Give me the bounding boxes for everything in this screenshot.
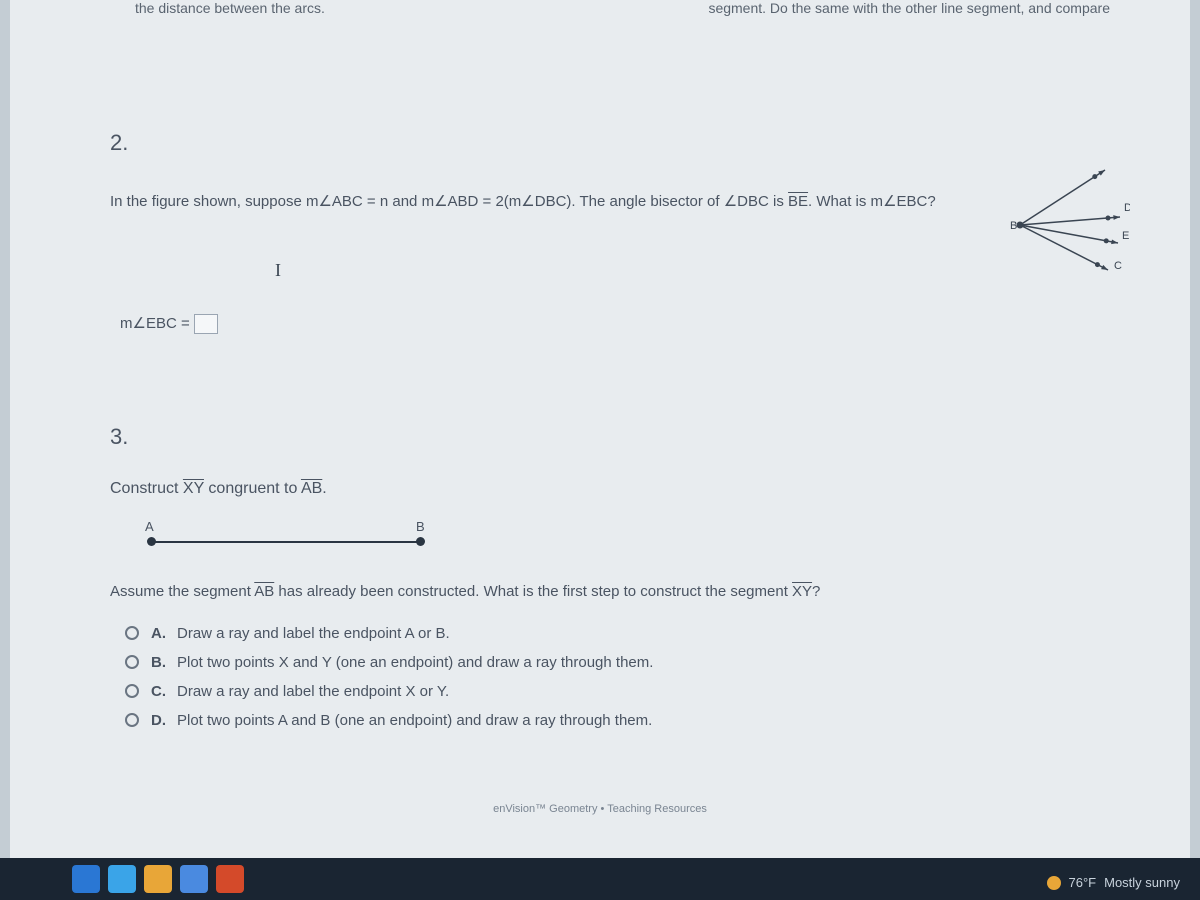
- question-2-prompt: In the figure shown, suppose m∠ABC = n a…: [110, 191, 970, 214]
- answer-angle: ∠EBC: [133, 315, 177, 332]
- weather-temp: 76°F: [1069, 875, 1097, 890]
- q3-text: congruent to: [204, 480, 301, 497]
- option-text: Draw a ray and label the endpoint A or B…: [177, 625, 450, 642]
- top-fragment-right: segment. Do the same with the other line…: [708, 0, 1110, 16]
- option-text: Draw a ray and label the endpoint X or Y…: [177, 683, 449, 700]
- segment-line: [150, 541, 420, 543]
- q2-angle2: ∠ABD: [434, 193, 478, 210]
- q2-text: = n and m: [363, 193, 434, 210]
- text-cursor: I: [275, 260, 281, 281]
- segment-label-a: A: [145, 519, 154, 534]
- option-row-A[interactable]: A. Draw a ray and label the endpoint A or…: [125, 625, 1110, 642]
- q2-text: ?: [927, 193, 935, 210]
- q3-text: .: [322, 480, 326, 497]
- weather-condition: Mostly sunny: [1104, 875, 1180, 890]
- option-letter: B.: [151, 654, 169, 671]
- svg-text:B: B: [1010, 220, 1017, 232]
- q2-text: ). The angle bisector of: [566, 193, 723, 210]
- question-3-section: 3. Construct XY congruent to AB. A B Ass…: [110, 424, 1110, 729]
- answer-input[interactable]: [194, 314, 218, 334]
- option-row-C[interactable]: C. Draw a ray and label the endpoint X or…: [125, 683, 1110, 700]
- q3-sub-seg1: AB: [254, 583, 274, 600]
- answer-eq: =: [177, 315, 194, 332]
- taskbar-app-icon[interactable]: [72, 865, 100, 893]
- q3-seg2: AB: [301, 480, 322, 497]
- svg-text:D: D: [1124, 202, 1130, 214]
- q2-text: . What is m: [808, 193, 883, 210]
- answer-options: A. Draw a ray and label the endpoint A or…: [125, 625, 1110, 729]
- sun-icon: [1047, 876, 1061, 890]
- q2-text: = 2(m: [478, 193, 521, 210]
- question-3-number: 3.: [110, 424, 1110, 450]
- q3-sub-text: has already been constructed. What is th…: [274, 583, 792, 600]
- radio-button[interactable]: [125, 655, 139, 669]
- q2-angle4: ∠DBC: [724, 193, 769, 210]
- option-text: Plot two points A and B (one an endpoint…: [177, 712, 652, 729]
- weather-widget[interactable]: 76°F Mostly sunny: [1047, 875, 1180, 890]
- q2-angle1: ∠ABC: [318, 193, 362, 210]
- radio-button[interactable]: [125, 684, 139, 698]
- svg-text:C: C: [1114, 260, 1122, 272]
- segment-endpoint-b: [416, 537, 425, 546]
- segment-label-b: B: [416, 519, 425, 534]
- answer-label: m: [120, 315, 133, 332]
- taskbar-app-icon[interactable]: [180, 865, 208, 893]
- angle-diagram-svg: B A D E C: [1010, 165, 1130, 275]
- q3-sub-seg2: XY: [792, 583, 812, 600]
- angle-diagram: B A D E C: [1010, 165, 1130, 275]
- windows-taskbar[interactable]: 76°F Mostly sunny: [0, 858, 1200, 900]
- top-fragment-left: the distance between the arcs.: [135, 0, 325, 16]
- option-letter: C.: [151, 683, 169, 700]
- q3-sub-text: ?: [812, 583, 820, 600]
- q2-angle5: ∠EBC: [883, 193, 927, 210]
- option-text: Plot two points X and Y (one an endpoint…: [177, 654, 653, 671]
- taskbar-app-icon[interactable]: [108, 865, 136, 893]
- svg-text:E: E: [1122, 230, 1129, 242]
- taskbar-app-icon[interactable]: [216, 865, 244, 893]
- question-3-subprompt: Assume the segment AB has already been c…: [110, 583, 1110, 600]
- q3-sub-text: Assume the segment: [110, 583, 254, 600]
- footer-attribution: enVision™ Geometry • Teaching Resources: [493, 803, 707, 815]
- option-row-B[interactable]: B. Plot two points X and Y (one an endpoi…: [125, 654, 1110, 671]
- option-row-D[interactable]: D. Plot two points A and B (one an endpoi…: [125, 712, 1110, 729]
- q3-text: Construct: [110, 480, 183, 497]
- worksheet-content: the distance between the arcs. segment. …: [10, 0, 1190, 860]
- taskbar-icons: [72, 865, 252, 893]
- option-letter: D.: [151, 712, 169, 729]
- taskbar-app-icon[interactable]: [144, 865, 172, 893]
- segment-ab-diagram: A B: [140, 523, 440, 553]
- radio-button[interactable]: [125, 626, 139, 640]
- q2-text: is: [769, 193, 788, 210]
- q3-seg1: XY: [183, 480, 204, 497]
- q2-angle3: ∠DBC: [521, 193, 566, 210]
- option-letter: A.: [151, 625, 169, 642]
- q2-ray: BE: [788, 193, 808, 210]
- svg-text:A: A: [1112, 165, 1120, 166]
- question-2-number: 2.: [110, 130, 1110, 156]
- question-3-prompt: Construct XY congruent to AB.: [110, 480, 1110, 498]
- answer-input-row: m∠EBC =: [120, 314, 1110, 334]
- radio-button[interactable]: [125, 713, 139, 727]
- q2-text: In the figure shown, suppose m: [110, 193, 318, 210]
